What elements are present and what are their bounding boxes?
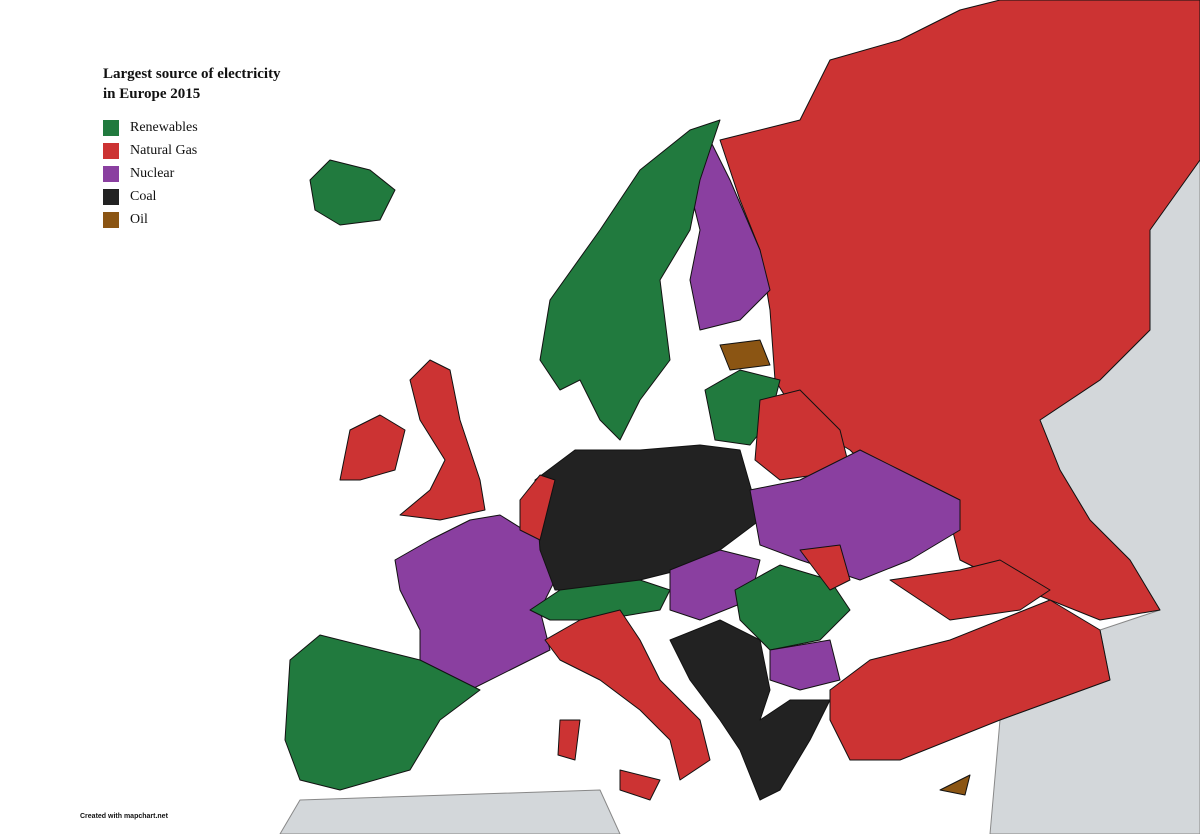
country — [539, 119, 721, 441]
legend-title: Largest source of electricity in Europe … — [103, 66, 281, 102]
country — [939, 774, 971, 796]
country — [669, 619, 831, 801]
country — [394, 514, 561, 691]
legend-swatch — [103, 188, 119, 205]
country — [399, 359, 486, 521]
legend-label: Oil — [130, 211, 148, 227]
countries — [284, 0, 1200, 801]
country — [679, 139, 771, 331]
country — [829, 599, 1111, 761]
legend-items: Renewables Natural Gas Nuclear Coal Oil — [103, 116, 293, 231]
country — [544, 609, 711, 781]
legend-swatch — [103, 211, 119, 228]
legend-swatch — [103, 142, 119, 159]
legend-item: Nuclear — [103, 162, 293, 185]
country — [889, 559, 1051, 621]
legend-label: Nuclear — [130, 165, 175, 181]
legend-item: Oil — [103, 208, 293, 231]
legend-item: Natural Gas — [103, 139, 293, 162]
legend-label: Coal — [130, 188, 157, 204]
country — [619, 769, 661, 801]
legend-swatch — [103, 119, 119, 136]
legend-label: Renewables — [130, 119, 198, 135]
land — [279, 789, 621, 834]
country — [339, 414, 406, 481]
country — [309, 159, 396, 226]
country — [557, 719, 581, 761]
legend-swatch — [103, 165, 119, 182]
country — [799, 544, 851, 591]
country — [519, 474, 556, 541]
legend-item: Coal — [103, 185, 293, 208]
legend: Largest source of electricity in Europe … — [103, 64, 293, 231]
country — [719, 339, 771, 371]
country — [529, 579, 671, 621]
country — [769, 639, 841, 691]
country — [734, 564, 851, 651]
country — [749, 449, 961, 581]
legend-label: Natural Gas — [130, 142, 198, 158]
legend-item: Renewables — [103, 116, 293, 139]
credit: Created with mapchart.net — [80, 813, 168, 820]
country — [284, 634, 481, 791]
